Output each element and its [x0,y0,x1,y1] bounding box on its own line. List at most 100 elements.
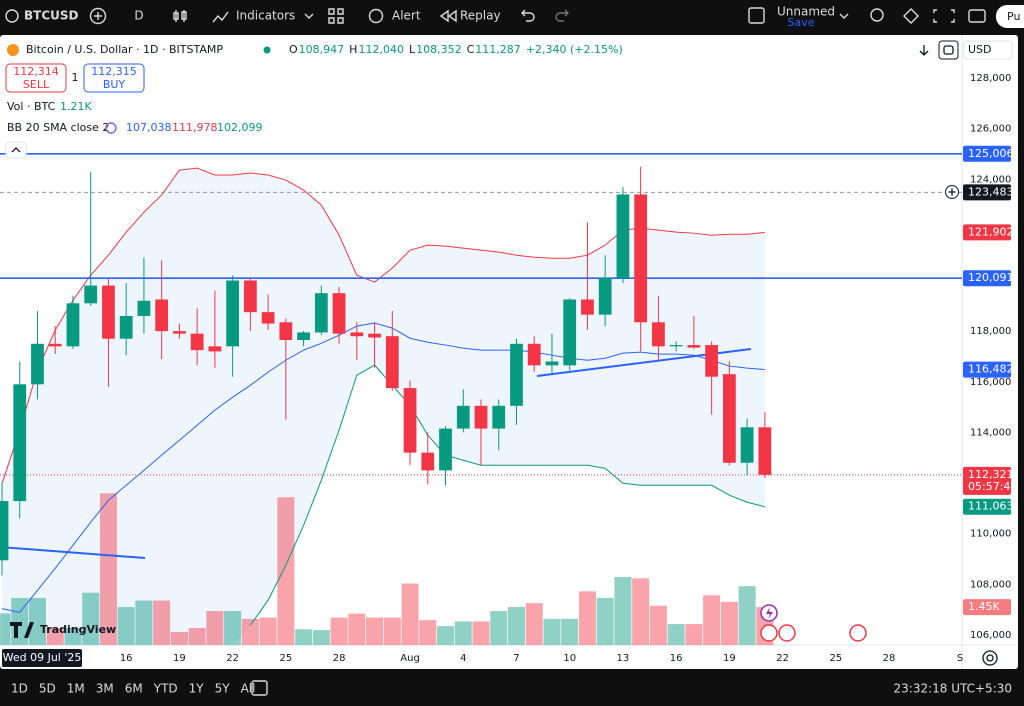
bb-line [249,364,765,626]
indicators[interactable]: Indicators [236,9,295,23]
ohlc-label: O [289,43,298,56]
candle-body [669,345,683,347]
redo[interactable] [555,9,569,22]
layout-name[interactable]: Unnamed [777,5,835,19]
candle-body [314,293,328,333]
range-button[interactable]: 1M [67,682,85,696]
compare-button[interactable] [89,7,107,25]
layout-checkbox[interactable] [748,7,765,24]
alert-icon[interactable] [368,8,384,24]
candle-body [13,384,27,502]
publish-button[interactable] [996,5,1024,28]
price-label-bg [963,184,1011,201]
volume-bar [241,618,259,645]
event-flag[interactable] [760,624,778,642]
ohlc-value: 111,287 [475,43,521,56]
candle-body [581,299,594,315]
event-flag[interactable] [778,624,796,642]
range-button[interactable]: YTD [153,682,178,696]
fullscreen[interactable] [933,9,955,23]
bb-settings-icon[interactable] [105,122,117,134]
buy-button[interactable] [83,63,145,93]
candle-body [261,312,275,324]
candle-body [563,299,577,366]
bb-basis-value: 107,038 [126,121,172,134]
price-label: 121,902 [968,225,1014,238]
volume-bar [437,626,455,645]
price-label: 112,321 [968,468,1014,481]
axis-settings[interactable] [982,650,998,666]
range-button[interactable]: 1Y [189,682,205,696]
scroll-down[interactable] [919,45,929,56]
range-button[interactable]: 5D [39,682,56,696]
symbol[interactable]: BTCUSD [24,9,79,23]
undo[interactable] [521,9,535,22]
candle-body [687,345,701,348]
x-tick-label: 25 [279,653,292,664]
price-label: 111,063 [968,500,1014,513]
collapse-legend[interactable] [5,141,27,159]
currency-select[interactable] [963,40,1013,60]
volume-bar [188,628,206,645]
price-label-bg [963,145,1011,162]
price-label-bg [963,498,1011,515]
templates-icon[interactable] [328,8,344,24]
x-tick-label: S [957,653,963,664]
buy-price[interactable]: 112,315 [91,65,137,78]
sell-label[interactable]: SELL [23,78,50,91]
x-tick-label: Aug [400,653,420,664]
range-button[interactable]: 6M [125,682,143,696]
currency[interactable]: USD [968,43,992,56]
publish[interactable]: Pu [1007,10,1020,23]
save[interactable]: Save [787,16,814,29]
volume-bar [738,586,756,645]
crosshair-label-bg [2,649,82,667]
indicators-chevron[interactable] [304,13,314,19]
volume-bar [561,618,579,645]
range-button[interactable]: 3M [96,682,114,696]
interval[interactable]: D [134,9,143,23]
volume-bar [614,577,632,645]
x-tick-label: 22 [776,653,789,664]
indicators-icon[interactable] [212,11,229,23]
sell-price[interactable]: 112,314 [13,65,59,78]
layout-chevron[interactable] [839,13,849,19]
volume-bar [82,592,100,645]
range-button[interactable]: 1D [11,682,28,696]
settings-icon[interactable] [903,8,919,24]
ohlc-value: 112,040 [358,43,404,56]
event-flag[interactable] [849,624,867,642]
alert[interactable]: Alert [392,9,421,23]
replay-icon[interactable] [439,9,457,23]
buy-label[interactable]: BUY [103,78,126,91]
sell-button[interactable] [5,63,67,93]
x-tick-label: 22 [226,653,239,664]
replay[interactable]: Replay [460,9,501,23]
range-button[interactable]: 5Y [215,682,231,696]
candle-body [48,343,62,347]
price-label-bg [963,270,1011,287]
auto-scale[interactable] [938,40,959,60]
candle-body [492,405,506,429]
search-icon[interactable] [5,9,19,23]
date-range-icon[interactable] [251,680,268,696]
x-tick-label: 19 [173,653,186,664]
logo-text[interactable]: TradingView [40,623,116,636]
price-label: 125,006 [968,147,1014,160]
quick-search[interactable] [870,8,884,22]
volume-bar [28,597,46,645]
price-label-bg [963,466,1011,495]
candle-body [616,194,630,278]
snapshot[interactable] [968,9,986,23]
candle-body [368,333,381,338]
volume-bar [206,611,224,645]
market-status [263,46,271,54]
compare-plus [94,12,102,20]
candle-body [279,322,293,340]
x-tick-label: 16 [120,653,133,664]
range-button[interactable]: All [241,682,256,696]
candle-body [385,336,399,389]
chart-type-icon[interactable] [173,10,187,22]
volume-bar [525,603,543,645]
x-tick-label: 10 [563,653,576,664]
